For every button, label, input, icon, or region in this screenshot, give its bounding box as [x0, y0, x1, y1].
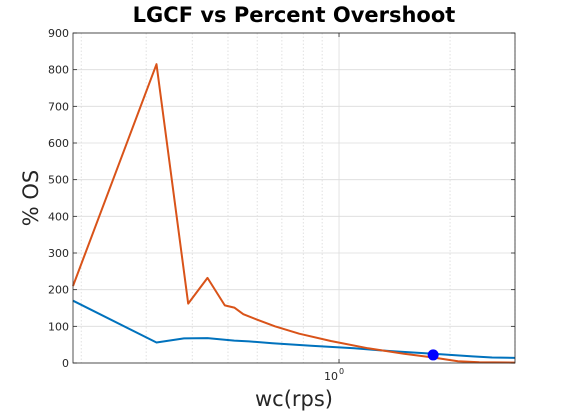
y-axis-ticks: 0 100 200 300 400 500 600 700 800 900 [48, 27, 515, 370]
y-tick-label: 200 [48, 284, 69, 297]
y-tick-label: 100 [48, 320, 69, 333]
y-tick-label: 400 [48, 210, 69, 223]
y-tick-label: 500 [48, 174, 69, 187]
y-tick-label: 900 [48, 27, 69, 40]
plot-area [73, 33, 515, 363]
y-axis-label: % OS [19, 170, 43, 227]
x-axis-label: wc(rps) [255, 387, 333, 411]
series-line-2 [72, 63, 516, 364]
y-tick-label: 0 [62, 357, 69, 370]
y-tick-label: 600 [48, 137, 69, 150]
marker-group [427, 349, 439, 361]
data-point-marker [427, 349, 439, 361]
series-group [72, 63, 516, 364]
y-tick-label: 300 [48, 247, 69, 260]
x-tick-label-base: 10 [324, 370, 338, 383]
chart-title: LGCF vs Percent Overshoot [133, 3, 456, 27]
grid [73, 32, 516, 364]
axes-box [72, 32, 516, 364]
series-line-1 [72, 299, 516, 359]
x-axis-ticks: 10 0 [324, 33, 344, 383]
y-tick-label: 700 [48, 100, 69, 113]
x-tick-label-exponent: 0 [339, 367, 344, 376]
y-tick-label: 800 [48, 64, 69, 77]
